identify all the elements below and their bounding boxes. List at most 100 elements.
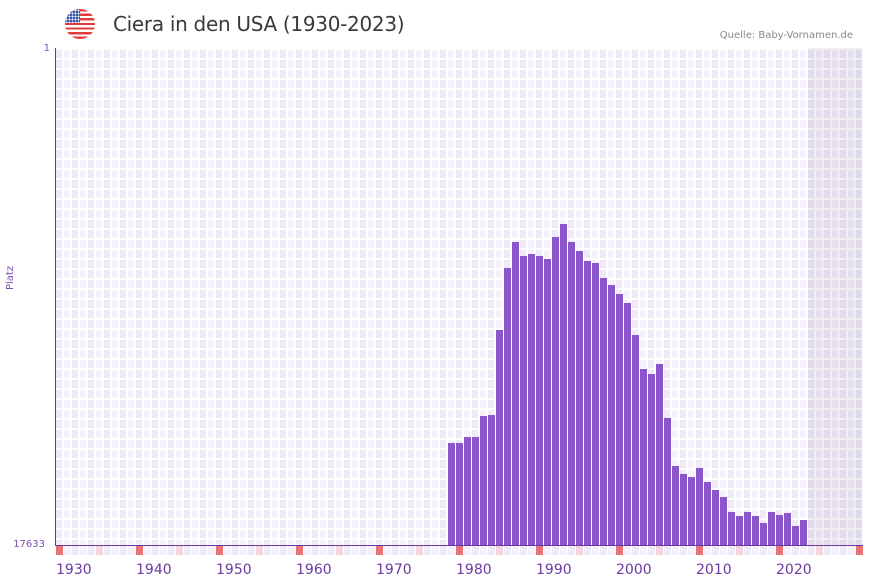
bar-1979[interactable] — [448, 443, 455, 545]
half-decade-marker — [256, 546, 263, 555]
bar-2014[interactable] — [728, 512, 735, 545]
year-marker — [832, 546, 839, 555]
year-marker — [744, 546, 751, 555]
year-marker — [120, 546, 127, 555]
bar-1998[interactable] — [600, 278, 607, 545]
year-marker — [464, 546, 471, 555]
x-tick-1980: 1980 — [456, 562, 492, 578]
year-marker — [240, 546, 247, 555]
year-marker — [528, 546, 535, 555]
year-marker — [808, 546, 815, 555]
decade-marker — [536, 546, 543, 555]
bar-2008[interactable] — [680, 474, 687, 545]
year-marker — [424, 546, 431, 555]
plot-area — [56, 48, 862, 545]
bar-1987[interactable] — [512, 242, 519, 545]
bar-2002[interactable] — [632, 335, 639, 545]
bar-1993[interactable] — [560, 224, 567, 545]
year-marker — [280, 546, 287, 555]
bar-2012[interactable] — [712, 490, 719, 545]
bar-2021[interactable] — [784, 513, 791, 545]
bar-1982[interactable] — [472, 437, 479, 545]
decade-marker — [856, 546, 863, 555]
decade-marker — [776, 546, 783, 555]
chart-title: Ciera in den USA (1930-2023) — [113, 12, 405, 36]
year-marker — [272, 546, 279, 555]
decade-marker — [696, 546, 703, 555]
bar-1995[interactable] — [576, 251, 583, 545]
year-marker — [360, 546, 367, 555]
year-marker — [248, 546, 255, 555]
year-marker — [192, 546, 199, 555]
future-shaded-region — [808, 48, 862, 545]
x-tick-2010: 2010 — [696, 562, 732, 578]
bar-1989[interactable] — [528, 254, 535, 545]
bar-1983[interactable] — [480, 416, 487, 545]
year-marker — [112, 546, 119, 555]
y-axis-line — [55, 48, 56, 546]
bar-2020[interactable] — [776, 515, 783, 545]
x-tick-1940: 1940 — [136, 562, 172, 578]
bar-1991[interactable] — [544, 259, 551, 545]
bar-2006[interactable] — [664, 418, 671, 545]
year-marker — [664, 546, 671, 555]
year-marker — [568, 546, 575, 555]
bar-1980[interactable] — [456, 443, 463, 545]
bar-1990[interactable] — [536, 256, 543, 545]
bar-2009[interactable] — [688, 477, 695, 545]
y-tick-bottom: 17633 — [13, 539, 45, 550]
y-axis-label: Platz — [5, 265, 16, 290]
bar-2007[interactable] — [672, 466, 679, 545]
bar-2013[interactable] — [720, 497, 727, 545]
bar-1992[interactable] — [552, 237, 559, 545]
bar-1985[interactable] — [496, 330, 503, 545]
year-marker — [104, 546, 111, 555]
x-tick-2020: 2020 — [776, 562, 812, 578]
bar-2022[interactable] — [792, 526, 799, 545]
year-marker — [512, 546, 519, 555]
source-label: Quelle: Baby-Vornamen.de — [719, 30, 853, 41]
x-tick-1970: 1970 — [376, 562, 412, 578]
bar-2000[interactable] — [616, 294, 623, 545]
year-marker — [720, 546, 727, 555]
bar-2018[interactable] — [760, 523, 767, 545]
bar-1994[interactable] — [568, 242, 575, 545]
year-marker — [800, 546, 807, 555]
bar-2019[interactable] — [768, 512, 775, 545]
year-marker — [400, 546, 407, 555]
bar-2017[interactable] — [752, 516, 759, 545]
bar-2016[interactable] — [744, 512, 751, 545]
bar-1997[interactable] — [592, 263, 599, 545]
bar-2003[interactable] — [640, 369, 647, 545]
bar-1981[interactable] — [464, 437, 471, 545]
bar-2010[interactable] — [696, 468, 703, 545]
bar-2015[interactable] — [736, 516, 743, 545]
bar-2011[interactable] — [704, 482, 711, 545]
bar-2004[interactable] — [648, 374, 655, 545]
bar-1984[interactable] — [488, 415, 495, 545]
bar-1996[interactable] — [584, 261, 591, 545]
half-decade-marker — [496, 546, 503, 555]
bar-1999[interactable] — [608, 285, 615, 545]
year-marker — [208, 546, 215, 555]
decade-marker — [56, 546, 63, 555]
half-decade-marker — [416, 546, 423, 555]
year-marker — [304, 546, 311, 555]
year-marker — [200, 546, 207, 555]
x-tick-1930: 1930 — [56, 562, 92, 578]
bar-2023[interactable] — [800, 520, 807, 545]
decade-marker — [296, 546, 303, 555]
year-marker — [152, 546, 159, 555]
bar-1988[interactable] — [520, 256, 527, 545]
bar-2001[interactable] — [624, 303, 631, 545]
year-marker — [760, 546, 767, 555]
year-marker — [680, 546, 687, 555]
x-axis-line — [55, 545, 863, 546]
bar-1986[interactable] — [504, 268, 511, 545]
year-marker — [64, 546, 71, 555]
bar-2005[interactable] — [656, 364, 663, 545]
year-marker — [128, 546, 135, 555]
year-marker — [432, 546, 439, 555]
year-marker — [288, 546, 295, 555]
year-marker — [312, 546, 319, 555]
